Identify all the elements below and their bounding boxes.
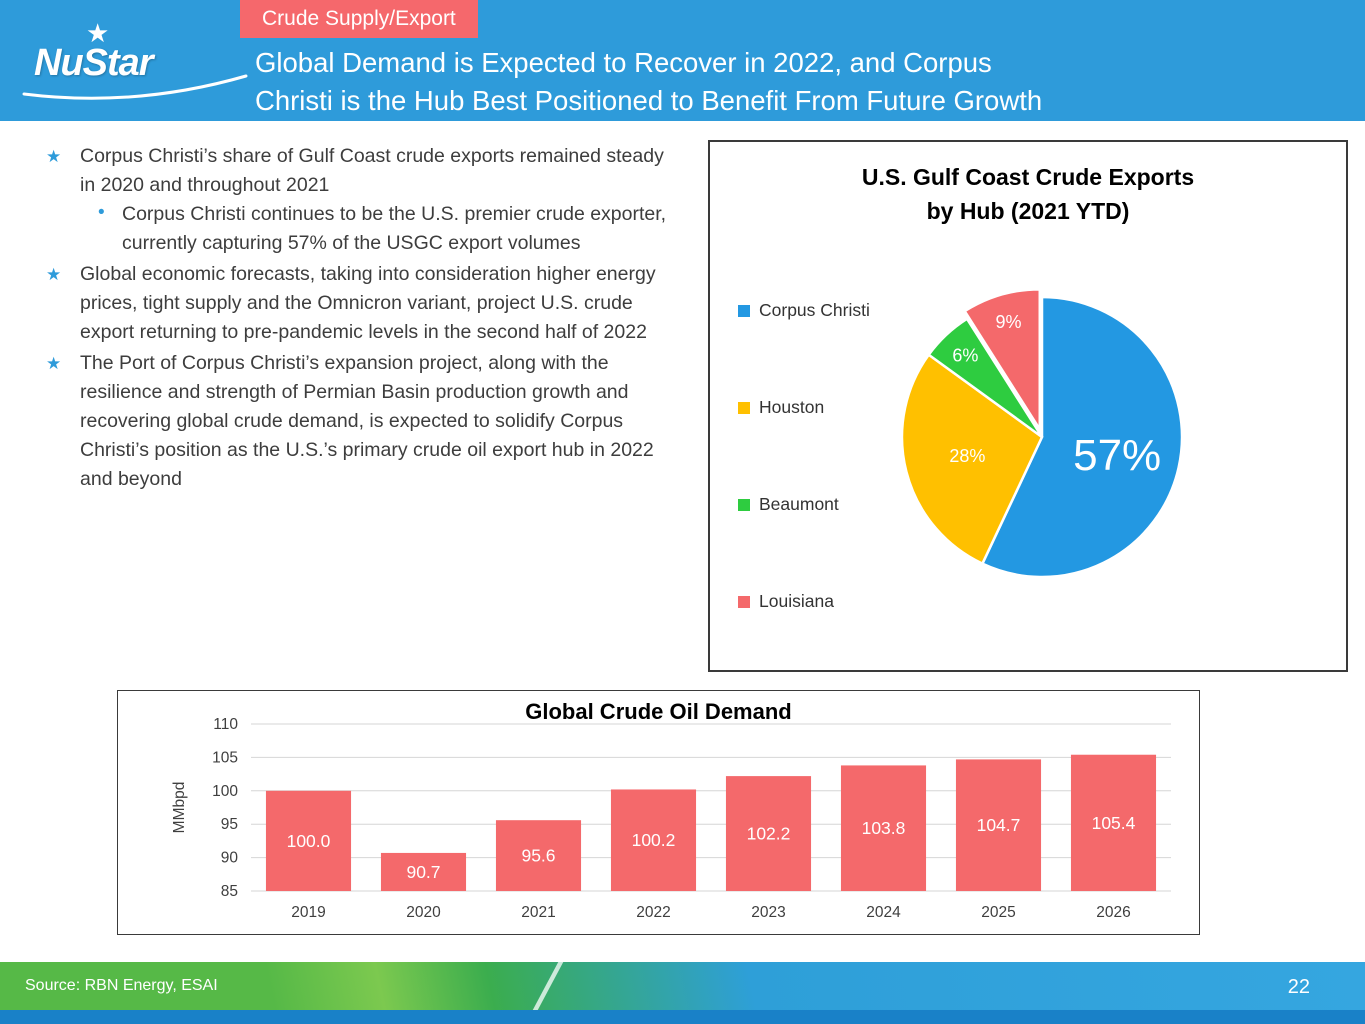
legend-item: Houston (738, 397, 870, 418)
x-tick-label: 2019 (291, 904, 325, 921)
legend-swatch (738, 498, 750, 511)
bar-chart: 85 90 95 100 105 110 100.0 2019 90.7 2020 95.6 2021… (171, 716, 1171, 921)
pie-title-line-1: U.S. Gulf Coast Crude Exports (861, 164, 1195, 190)
nustar-logo: ★ NuStar (22, 18, 248, 104)
legend-item: Beaumont (738, 494, 870, 515)
star-bullet-icon: ★ (46, 265, 62, 284)
topic-tag: Crude Supply/Export (240, 0, 478, 38)
bullet-text: Corpus Christi’s share of Gulf Coast cru… (80, 145, 664, 196)
x-tick-label: 2023 (751, 904, 785, 921)
bullet-item: ★ Corpus Christi’s share of Gulf Coast c… (40, 142, 680, 258)
bar-data-label: 90.7 (406, 862, 440, 882)
pie-data-label: 9% (996, 312, 1022, 332)
x-tick-label: 2021 (521, 904, 555, 921)
sub-bullet-list: • Corpus Christi continues to be the U.S… (98, 200, 680, 258)
bullet-item: ★ The Port of Corpus Christi’s expansion… (40, 349, 680, 494)
legend-item: Louisiana (738, 591, 870, 612)
bar-data-label: 102.2 (747, 824, 791, 844)
pie-panel: U.S. Gulf Coast Crude Exports by Hub (20… (708, 140, 1348, 672)
bar-2023 (725, 776, 812, 891)
legend-label: Corpus Christi (759, 300, 870, 320)
bar-2021 (495, 820, 582, 891)
bullet-text: The Port of Corpus Christi’s expansion p… (80, 352, 654, 490)
source-text: Source: RBN Energy, ESAI (25, 977, 218, 994)
legend-swatch (738, 595, 750, 608)
star-bullet-icon: ★ (46, 147, 62, 166)
x-tick-label: 2025 (981, 904, 1015, 921)
sub-bullet-item: • Corpus Christi continues to be the U.S… (98, 200, 680, 258)
title-line-1: Global Demand is Expected to Recover in … (255, 47, 992, 78)
x-tick-label: 2020 (406, 904, 441, 921)
bullet-item: ★ Global economic forecasts, taking into… (40, 260, 680, 347)
bar-2022 (610, 789, 697, 891)
sub-bullet-text: Corpus Christi continues to be the U.S. … (122, 203, 667, 254)
page-number: 22 (1287, 975, 1310, 998)
legend-label: Houston (759, 397, 825, 417)
star-bullet-icon: ★ (46, 354, 62, 373)
pie-slice-corpus-christi (980, 295, 1184, 579)
bar-2019 (265, 790, 352, 891)
dot-bullet-icon: • (98, 202, 105, 223)
x-tick-label: 2026 (1096, 904, 1130, 921)
legend-label: Louisiana (759, 591, 834, 611)
bar-data-label: 100.0 (287, 831, 331, 851)
x-tick-label: 2024 (866, 904, 901, 921)
bar-2025 (955, 759, 1042, 891)
bullet-list: ★ Corpus Christi’s share of Gulf Coast c… (40, 142, 680, 496)
bar-2020 (380, 852, 467, 891)
pie-legend: Corpus Christi Houston Beaumont Louisian… (738, 300, 870, 612)
bar-data-label: 95.6 (521, 846, 555, 866)
header: ★ NuStar Crude Supply/Export Global Dema… (0, 0, 1365, 121)
pie-chart-title: U.S. Gulf Coast Crude Exports by Hub (20… (710, 160, 1346, 228)
bar-2024 (840, 765, 927, 891)
y-tick-label: 95 (221, 816, 238, 833)
bar-data-label: 100.2 (632, 830, 676, 850)
y-tick-label: 105 (212, 749, 238, 766)
footer-strip (0, 1010, 1365, 1024)
y-axis-label: MMbpd (171, 782, 188, 834)
y-tick-label: 110 (213, 716, 238, 733)
bar-data-label: 104.7 (977, 815, 1021, 835)
slide-title: Global Demand is Expected to Recover in … (255, 44, 1345, 120)
bar-panel: Global Crude Oil Demand 85 90 95 100 105 110 1… (117, 690, 1200, 935)
footer: Source: RBN Energy, ESAI 22 (0, 958, 1365, 1016)
legend-label: Beaumont (759, 494, 839, 514)
logo-text: NuStar (34, 42, 154, 84)
pie-slice-houston (900, 352, 1044, 566)
footer-divider (529, 958, 566, 1016)
bar-chart-title: Global Crude Oil Demand (525, 699, 792, 724)
pie-slice-louisiana (963, 288, 1042, 434)
legend-item: Corpus Christi (738, 300, 870, 321)
pie-data-label: 57% (1073, 431, 1161, 480)
pie-slice-beaumont (926, 317, 1044, 439)
y-tick-label: 100 (212, 783, 238, 800)
legend-swatch (738, 304, 750, 317)
star-icon: ★ (86, 18, 110, 48)
bullet-text: Global economic forecasts, taking into c… (80, 263, 656, 343)
y-tick-label: 85 (221, 883, 238, 900)
pie-chart: 57% 28% 6% 9% (900, 288, 1184, 579)
pie-data-label: 6% (952, 345, 978, 365)
logo-swoosh-icon (22, 74, 248, 100)
bar-data-label: 103.8 (862, 818, 906, 838)
bar-2026 (1070, 754, 1157, 891)
bar-data-label: 105.4 (1092, 813, 1136, 833)
pie-data-label: 28% (949, 446, 985, 466)
x-tick-label: 2022 (636, 904, 670, 921)
title-line-2: Christi is the Hub Best Positioned to Be… (255, 85, 1043, 116)
y-tick-label: 90 (221, 850, 239, 867)
pie-title-line-2: by Hub (2021 YTD) (926, 198, 1130, 224)
legend-swatch (738, 401, 750, 414)
